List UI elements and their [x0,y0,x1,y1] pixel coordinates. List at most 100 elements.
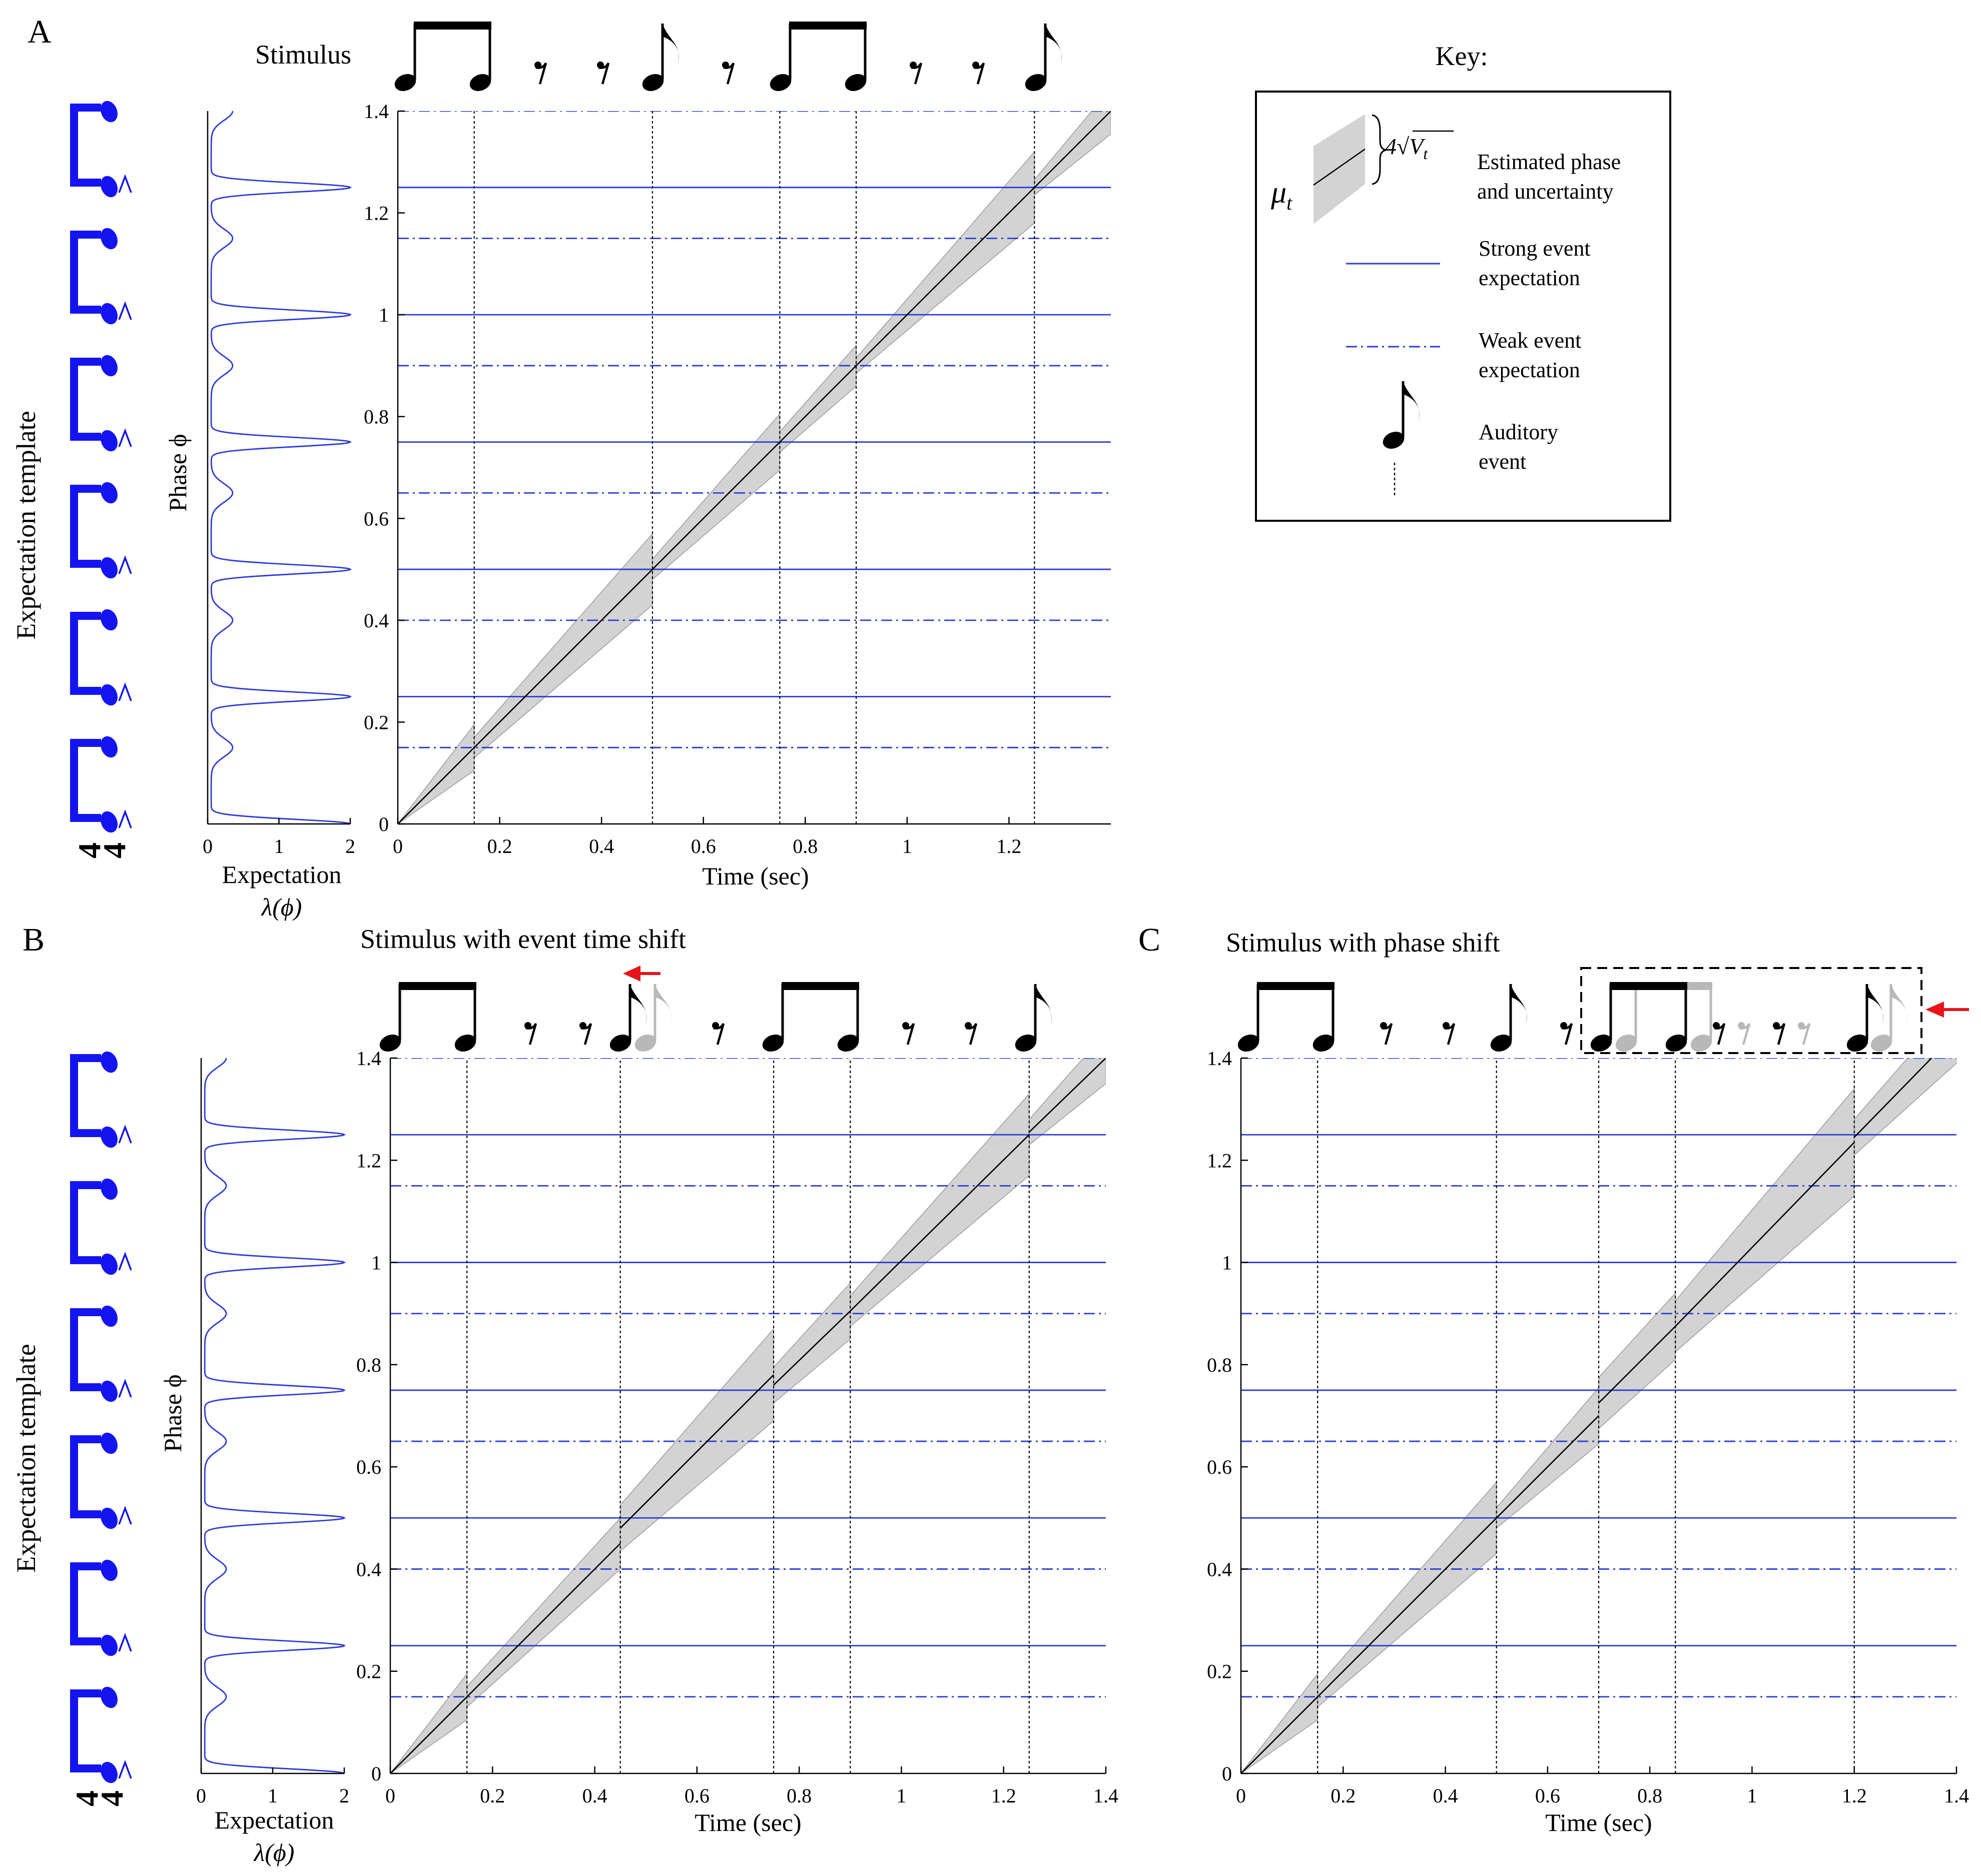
note-head [770,74,792,91]
template-stem [70,1181,78,1264]
note-flag [1511,984,1527,1024]
template-beat [70,482,132,579]
expectation-xlabel: Expectation [215,1806,334,1834]
y-tick-label: 0.6 [364,507,389,530]
note-head [762,1035,784,1052]
phase-plot-b: Time (sec) 0 0.2 0.4 0.6 0.8 1 1.2 1.4 0 0.2 0.4 0.… [356,1047,1118,1836]
template-beat [70,101,132,198]
uncertainty-band [1496,1386,1599,1529]
template-note-head [101,430,118,452]
uncertainty-band [473,532,653,759]
rest-stroke [1381,1023,1393,1045]
uncertainty-band [466,1517,621,1708]
uncertainty-band [1029,1058,1106,1146]
expectation-xlabel-lambda: λ(ϕ) [261,893,302,921]
uncertainty-band [398,723,475,824]
uncertainty-band [1317,1481,1497,1708]
template-beat [70,1686,132,1783]
template-note-head [101,609,118,631]
template-beam-top [70,739,101,747]
eighth-note [1015,984,1052,1052]
template-accent [118,1125,132,1144]
template-note-head [101,684,118,706]
x-tick-label: 1 [896,1784,906,1807]
y-tick-label: 1.2 [364,202,389,225]
beamed-eighth-pair [394,22,491,91]
uncertainty-band [390,1672,467,1773]
template-stem [70,1562,78,1645]
x-tick-label: 1 [274,835,284,857]
note-flag [663,24,679,64]
expectation-curve [204,1058,346,1774]
key-brace [1372,114,1387,185]
y-tick-label: 0.2 [364,711,389,733]
expectation-xlabel-lambda: λ(ϕ) [253,1838,295,1866]
phase-estimate-line [1028,1058,1106,1133]
beamed-eighth-pair [1237,982,1335,1052]
phase-plot-a: Time (sec) 0 0.2 0.4 0.6 0.8 1 1.2 0 0.2 0.4 0.6 0.… [364,100,1111,890]
y-tick-label: 1.4 [364,100,389,123]
expectation-xlabel: Expectation [222,860,342,888]
template-note-head [101,1178,118,1200]
x-tick-label: 0.4 [582,1784,607,1807]
template-beat [70,1559,132,1656]
y-tick-label: 0 [371,1762,381,1785]
rest-stroke [580,1023,592,1045]
uncertainty-band [856,151,1035,374]
template-stem [70,358,78,441]
eighth-note [634,984,672,1052]
y-tick-label: 0.6 [1207,1456,1232,1478]
eighth-rest [597,62,610,85]
template-beam-top [70,612,101,620]
note-head [379,1035,401,1052]
eighth-rest [1560,1022,1573,1045]
template-beam-top [70,358,101,366]
template-stem [70,104,78,187]
y-tick-label: 1.2 [356,1149,381,1172]
template-beam-bottom [70,560,101,568]
template-note-head [101,1634,118,1656]
eighth-note [609,984,646,1052]
phase-estimate-line [1853,1058,1932,1138]
template-beam-bottom [70,1510,101,1518]
stimulus-title-b: Stimulus with event time shift [360,924,686,954]
template-beam-bottom [70,687,101,695]
time-signature-b: 4 4 [69,1790,130,1806]
note-head [1870,1035,1892,1052]
time-signature-top: 4 [69,1790,105,1806]
eighth-rest [1773,1022,1786,1045]
phase-plot-c: Time (sec) 0 0.2 0.4 0.6 0.8 1 1.2 1.4 0 0.2 0.4 0.… [1207,1047,1969,1836]
time-signature-bottom: 4 [97,842,132,858]
template-stem [70,485,78,568]
plot-area [390,1058,1106,1773]
phase-estimate-line [473,569,653,748]
note-head [1015,1035,1037,1052]
template-accent [118,1633,132,1652]
x-tick-label: 0 [196,1784,206,1807]
y-tick-label: 0.8 [364,406,389,428]
stimulus-notation-c [1237,982,1907,1052]
uncertainty-band [779,344,857,453]
x-tick-label: 2 [339,1784,349,1807]
phase-estimate-line [1598,1326,1676,1404]
x-tick-label: 0.2 [1331,1784,1356,1807]
template-beam-top [70,1562,101,1570]
x-tick-label: 2 [345,835,355,857]
template-beat [70,355,132,452]
note-head [1490,1035,1512,1052]
key-strong-line1: Strong event [1479,236,1591,261]
note-flag [655,984,672,1024]
template-beam-bottom [70,433,101,441]
y-tick-label: 0 [1222,1762,1232,1785]
template-note-head [101,101,118,123]
eighth-rest [1738,1022,1751,1045]
note-beam [414,22,491,30]
phase-estimate-line [779,365,857,443]
note-beam [782,982,859,990]
stimulus-title-a: Stimulus [255,40,351,70]
template-beat [70,1178,132,1275]
y-tick-label: 1.2 [1207,1149,1232,1172]
template-beam-bottom [70,179,101,187]
eighth-rest [579,1022,592,1045]
x-tick-label: 0.6 [1535,1784,1560,1807]
